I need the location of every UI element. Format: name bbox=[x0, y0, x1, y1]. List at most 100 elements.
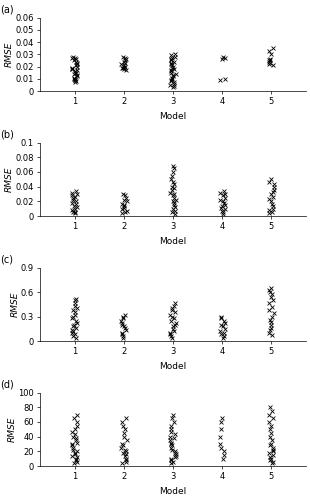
Point bbox=[270, 62, 275, 70]
Point bbox=[71, 196, 76, 204]
Point bbox=[69, 314, 74, 322]
Point bbox=[120, 330, 125, 338]
Point bbox=[170, 208, 175, 216]
Point bbox=[173, 452, 178, 460]
Point bbox=[269, 284, 274, 292]
Point bbox=[171, 206, 176, 214]
Point bbox=[173, 449, 178, 457]
Point bbox=[70, 65, 75, 73]
Point bbox=[269, 302, 274, 310]
Point bbox=[171, 322, 176, 330]
Point bbox=[71, 208, 76, 216]
Point bbox=[271, 204, 276, 212]
Point bbox=[267, 56, 272, 64]
Point bbox=[120, 206, 125, 214]
Point bbox=[69, 326, 74, 334]
Point bbox=[170, 442, 175, 450]
Point bbox=[168, 68, 173, 76]
Point bbox=[266, 410, 271, 418]
Point bbox=[268, 293, 273, 301]
Point bbox=[123, 324, 128, 332]
Point bbox=[71, 432, 76, 440]
Point bbox=[170, 306, 175, 314]
Point bbox=[120, 190, 125, 198]
Point bbox=[120, 209, 125, 217]
Point bbox=[218, 418, 223, 426]
Point bbox=[271, 186, 276, 194]
Point bbox=[168, 188, 173, 196]
Point bbox=[73, 209, 78, 217]
Point bbox=[219, 426, 224, 434]
Point bbox=[171, 164, 176, 172]
Point bbox=[69, 329, 74, 337]
Point bbox=[73, 77, 78, 85]
Point bbox=[70, 199, 75, 207]
Point bbox=[74, 72, 79, 80]
Point bbox=[121, 314, 126, 322]
Point bbox=[72, 330, 77, 338]
Point bbox=[71, 202, 76, 209]
Point bbox=[171, 65, 176, 73]
Point bbox=[168, 56, 173, 64]
Point bbox=[268, 176, 273, 184]
Point bbox=[271, 444, 276, 452]
Point bbox=[71, 414, 76, 422]
Point bbox=[69, 428, 74, 436]
Point bbox=[269, 312, 274, 320]
Point bbox=[221, 329, 226, 337]
Point bbox=[220, 454, 225, 462]
Point bbox=[268, 56, 273, 64]
Point bbox=[73, 187, 78, 195]
Point bbox=[169, 64, 174, 72]
Point bbox=[75, 448, 80, 456]
X-axis label: Model: Model bbox=[159, 112, 187, 121]
Point bbox=[268, 320, 273, 328]
Y-axis label: RMSE: RMSE bbox=[10, 292, 19, 317]
Point bbox=[121, 52, 126, 60]
Point bbox=[172, 430, 177, 438]
Point bbox=[270, 459, 275, 467]
Point bbox=[172, 327, 177, 335]
Point bbox=[122, 452, 127, 460]
Point bbox=[222, 187, 227, 195]
Point bbox=[70, 54, 75, 62]
Point bbox=[169, 182, 174, 190]
Point bbox=[71, 459, 76, 467]
Point bbox=[73, 311, 78, 319]
Point bbox=[121, 62, 126, 70]
Point bbox=[217, 196, 222, 204]
Point bbox=[120, 312, 125, 320]
Point bbox=[173, 207, 178, 215]
Point bbox=[219, 207, 224, 215]
Point bbox=[122, 62, 127, 70]
Point bbox=[70, 332, 75, 340]
Point bbox=[271, 451, 276, 459]
Point bbox=[266, 418, 271, 426]
Point bbox=[268, 198, 273, 205]
Point bbox=[122, 202, 127, 210]
Point bbox=[118, 60, 123, 68]
Point bbox=[170, 74, 175, 82]
Point bbox=[172, 434, 177, 442]
Point bbox=[124, 66, 129, 74]
Point bbox=[120, 64, 125, 72]
Point bbox=[169, 62, 174, 70]
Point bbox=[171, 418, 176, 426]
Point bbox=[124, 436, 129, 444]
Point bbox=[268, 316, 272, 324]
Point bbox=[267, 426, 272, 434]
Point bbox=[270, 458, 275, 466]
Point bbox=[169, 440, 174, 448]
Point bbox=[123, 448, 128, 456]
Point bbox=[270, 188, 275, 196]
Point bbox=[121, 429, 126, 437]
Point bbox=[75, 410, 80, 418]
Point bbox=[169, 414, 174, 422]
Point bbox=[171, 58, 176, 66]
Point bbox=[124, 450, 129, 458]
Point bbox=[169, 172, 174, 179]
Point bbox=[172, 448, 177, 456]
Point bbox=[168, 81, 173, 89]
Point bbox=[222, 325, 227, 333]
Point bbox=[73, 75, 78, 83]
